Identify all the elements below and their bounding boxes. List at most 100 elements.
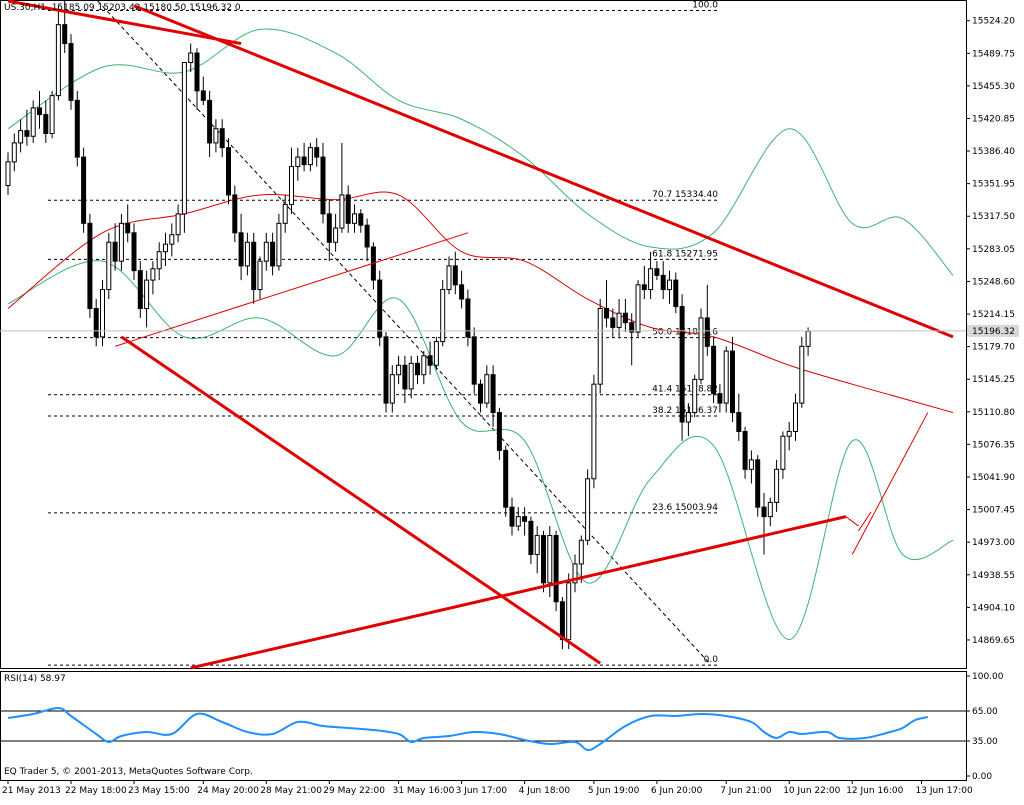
candle-bear [528, 520, 534, 555]
candle-bear [320, 156, 326, 215]
candle-bull [289, 166, 294, 205]
candle-bull [767, 501, 773, 518]
fib-level-label: 70.7 15334.40 [652, 190, 718, 200]
candle-bear [761, 506, 767, 518]
candle-bull [780, 435, 786, 470]
fib-level-label: 61.8 15271.95 [652, 249, 718, 259]
candle-bear [553, 535, 559, 603]
price-tick-label: 14938.55 [972, 571, 1015, 581]
candle-bear [74, 99, 80, 158]
candle-bear [251, 241, 257, 291]
candle-bull [578, 539, 584, 565]
candle-bear [629, 322, 635, 333]
price-tick-label: 15455.30 [972, 82, 1015, 92]
candle-bull [100, 289, 105, 338]
candle-bull [30, 107, 36, 137]
candle-bull [799, 345, 805, 404]
candle-bull [352, 213, 357, 224]
price-tick-label: 15179.70 [972, 343, 1015, 353]
rsi-tick-label: 65.00 [972, 707, 998, 717]
fib-level-label: 23.6 15003.94 [652, 503, 718, 513]
candle-bear [478, 383, 483, 404]
candle-bear [604, 307, 609, 319]
candle-bear [402, 364, 408, 390]
candle-bull [18, 130, 24, 144]
price-tick-label: 15489.75 [972, 49, 1015, 59]
candle-bear [358, 213, 364, 226]
candle-bear [131, 232, 137, 272]
candle-bear [541, 535, 546, 584]
candle-bull [572, 563, 578, 584]
candle-bear [711, 345, 717, 395]
candle-bear [270, 241, 276, 267]
candle-bear [522, 516, 528, 522]
trendline [7, 0, 242, 46]
candle-bull [150, 268, 156, 281]
candle-bear [81, 156, 87, 224]
time-tick-label: 3 Jun 17:00 [456, 786, 508, 796]
trendlines-layer [0, 0, 966, 670]
candle-bull [793, 402, 798, 432]
candle-bear [301, 156, 307, 166]
candle-bear [755, 459, 761, 508]
candle-bull [408, 362, 414, 390]
trendline [120, 335, 602, 665]
candle-bull [55, 24, 61, 97]
candle-bear [112, 241, 118, 262]
candle-bear [326, 213, 332, 243]
candle-bull [257, 260, 263, 291]
trendline [133, 4, 954, 339]
candle-bear [459, 284, 465, 300]
candle-bear [194, 52, 200, 92]
trendline [845, 516, 859, 527]
candle-bull [515, 516, 521, 527]
price-tick-label: 15007.45 [972, 506, 1015, 516]
candle-bear [490, 374, 496, 414]
candle-bull [421, 355, 427, 376]
candle-bull [49, 95, 55, 134]
candle-bull [156, 251, 162, 270]
candle-bear [364, 224, 370, 248]
time-tick-label: 13 Jun 17:00 [916, 786, 973, 796]
price-tick-label: 14869.65 [972, 636, 1015, 646]
candle-bear [37, 107, 42, 116]
time-tick-label: 24 May 20:00 [197, 786, 259, 796]
candle-bull [685, 412, 691, 423]
candle-bull [786, 430, 792, 437]
trendline [114, 232, 469, 347]
time-tick-label: 5 Jun 19:00 [588, 786, 640, 796]
price-tick-label: 15214.15 [972, 310, 1015, 320]
fib-diagonal [97, 0, 710, 664]
candle-bull [339, 194, 345, 229]
time-tick-label: 23 May 15:00 [128, 786, 190, 796]
candle-bear [730, 350, 735, 414]
candle-bear [660, 274, 666, 291]
candle-bear [238, 232, 244, 267]
candle-bear [717, 393, 723, 404]
candle-bear [87, 222, 93, 309]
price-axis: 15524.20 15489.75 15455.30 15420.85 15386.40… [966, 17, 1019, 646]
candle-bear [679, 306, 685, 423]
candle-bull [597, 307, 603, 385]
price-tick-label: 14904.10 [972, 603, 1015, 613]
candle-bull [295, 156, 301, 168]
price-tick-label: 15076.35 [972, 440, 1015, 450]
candle-bear [503, 449, 509, 508]
candle-bear [377, 279, 383, 338]
candle-bear [43, 114, 49, 134]
candle-bear [465, 298, 471, 338]
copyright-footer: EQ Trader 5, © 2001-2013, MetaQuotes Sof… [4, 767, 253, 777]
rsi-title: RSI(14) 58.97 [4, 674, 66, 684]
candle-bull [534, 535, 540, 555]
candle-bear [415, 362, 420, 376]
fib-level-label: 38.2 15106.37 [652, 406, 718, 416]
candle-bear [452, 265, 458, 286]
time-tick-label: 12 Jun 16:00 [846, 786, 903, 796]
candle-bear [232, 194, 238, 234]
price-tick-label: 15317.50 [972, 212, 1015, 222]
candle-bull [591, 383, 597, 480]
rsi-layer: 100.00 65.00 35.00 0.00 [1, 672, 1004, 782]
time-axis: 21 May 2013 22 May 18:00 23 May 15:00 24 Ma… [2, 780, 973, 796]
time-tick-label: 31 May 16:00 [393, 786, 455, 796]
